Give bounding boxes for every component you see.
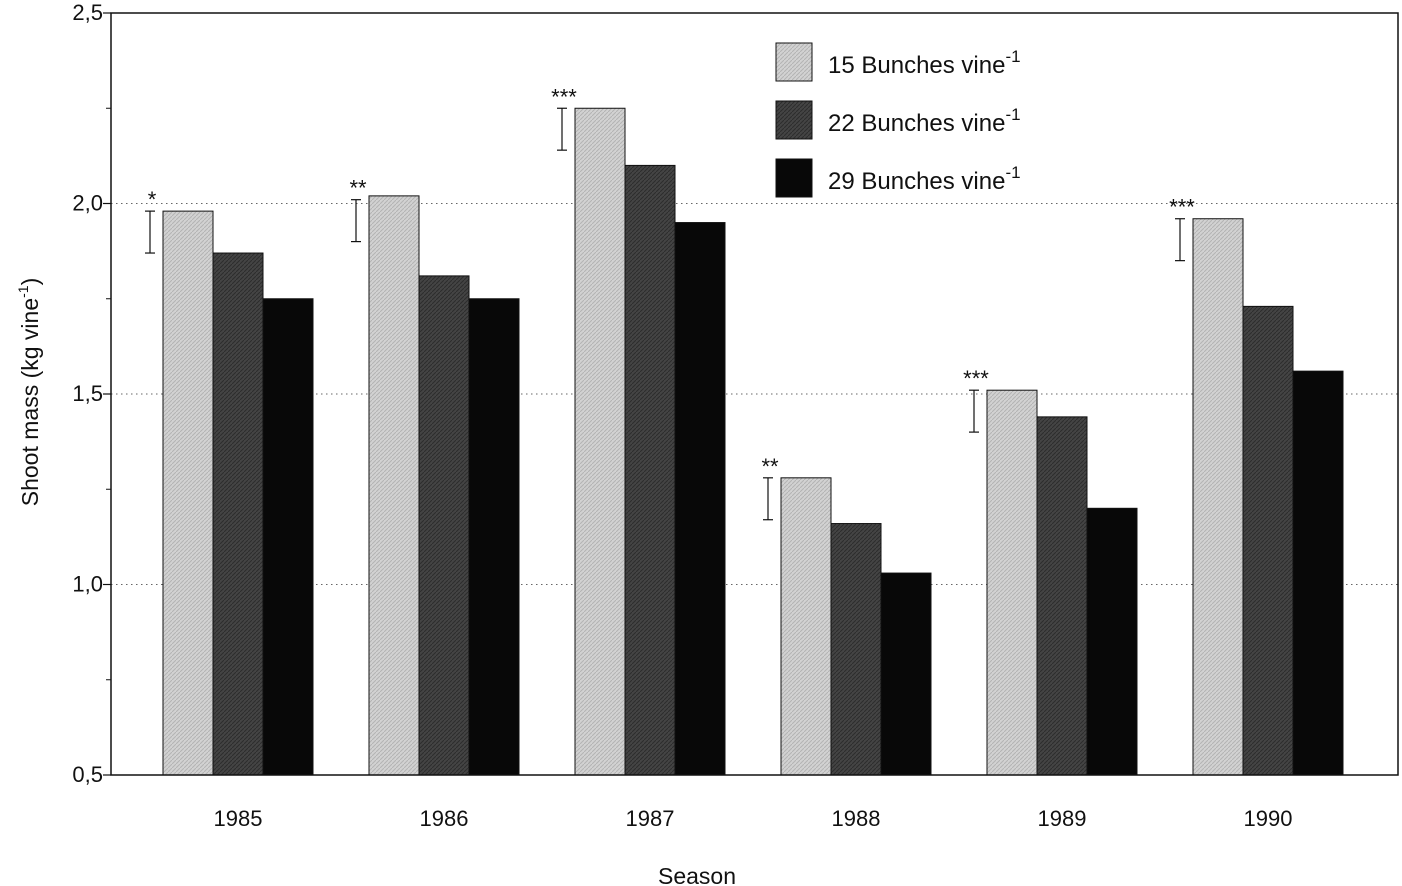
x-axis: 1985 1986 1987 1988 1989 1990 — [214, 806, 1293, 831]
legend: 15 Bunches vine-1 22 Bunches vine-1 29 Bun… — [775, 42, 1021, 198]
significance-label-1989: *** — [963, 366, 989, 391]
y-tick-label-4: 2,5 — [72, 0, 103, 25]
bar-1988-series-1 — [780, 477, 832, 776]
bar-1988-series-3 — [880, 572, 932, 776]
legend-label-1: 15 Bunches vine-1 — [828, 47, 1021, 79]
x-axis-title: Season — [658, 863, 736, 886]
bar-1988-series-2 — [830, 523, 882, 776]
bar-1987-series-2 — [624, 164, 676, 776]
bar-1990-series-3 — [1292, 370, 1344, 776]
legend-swatch-3 — [775, 158, 813, 198]
x-tick-label-1986: 1986 — [420, 806, 469, 831]
significance-label-1988: ** — [761, 454, 779, 479]
bar-1989-series-1 — [986, 389, 1038, 776]
x-tick-label-1985: 1985 — [214, 806, 263, 831]
bar-1986-series-2 — [418, 275, 470, 776]
legend-swatch-1 — [775, 42, 813, 82]
bar-1990-series-1 — [1192, 218, 1244, 776]
significance-label-1986: ** — [349, 176, 367, 201]
bar-1986-series-1 — [368, 195, 420, 776]
bar-1986-series-3 — [468, 298, 520, 776]
bar-1985-series-2 — [212, 252, 264, 776]
bar-1987-series-1 — [574, 107, 626, 776]
y-axis-title-sup: -1 — [15, 285, 31, 298]
bar-1989-series-3 — [1086, 507, 1138, 776]
x-tick-label-1989: 1989 — [1038, 806, 1087, 831]
significance-label-1987: *** — [551, 84, 577, 109]
x-tick-label-1987: 1987 — [626, 806, 675, 831]
legend-label-2: 22 Bunches vine-1 — [828, 105, 1021, 137]
significance-label-1990: *** — [1169, 195, 1195, 220]
y-axis-title-main: Shoot mass (kg vine — [17, 298, 43, 506]
legend-label-3: 29 Bunches vine-1 — [828, 163, 1021, 195]
bar-1985-series-1 — [162, 210, 214, 776]
bar-1985-series-3 — [262, 298, 314, 776]
significance-label-1985: * — [148, 187, 157, 212]
bars — [162, 107, 1344, 776]
x-tick-label-1988: 1988 — [832, 806, 881, 831]
y-axis: 0,5 1,0 1,5 2,0 2,5 — [72, 0, 111, 787]
error-bars: * ************* — [145, 84, 1195, 521]
legend-swatch-2 — [775, 100, 813, 140]
y-tick-label-0: 0,5 — [72, 762, 103, 787]
y-axis-title: Shoot mass (kg vine-1) — [15, 278, 43, 507]
y-axis-title-close: ) — [17, 278, 43, 286]
y-tick-label-2: 1,5 — [72, 381, 103, 406]
x-tick-label-1990: 1990 — [1244, 806, 1293, 831]
bar-1987-series-3 — [674, 222, 726, 776]
bar-1989-series-2 — [1036, 416, 1088, 776]
bar-1990-series-2 — [1242, 305, 1294, 776]
y-tick-label-3: 2,0 — [72, 191, 103, 216]
y-tick-label-1: 1,0 — [72, 572, 103, 597]
